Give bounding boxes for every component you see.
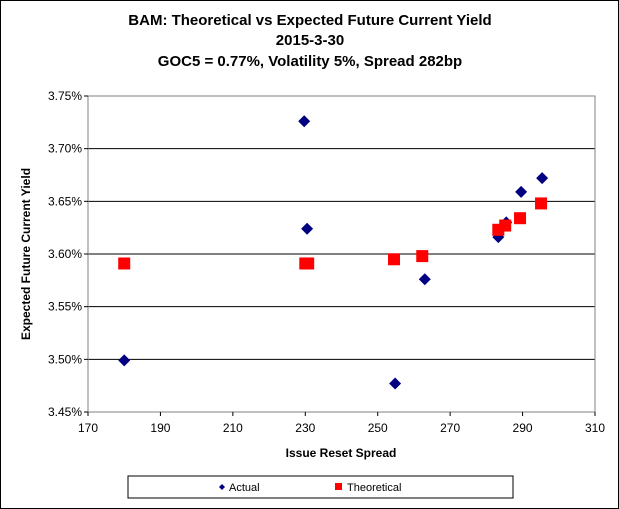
actual-point: [301, 222, 314, 235]
y-tick-label: 3.55%: [48, 300, 82, 314]
theoretical-point: [302, 257, 315, 270]
x-tick-label: 310: [585, 421, 605, 435]
legend: Actual Theoretical: [127, 475, 514, 499]
theoretical-point: [118, 257, 131, 270]
theoretical-point: [499, 219, 512, 232]
x-tick-label: 250: [368, 421, 388, 435]
x-axis-title: Issue Reset Spread: [286, 446, 397, 460]
chart-title-line-2: 2015-3-30: [276, 32, 344, 49]
actual-point: [515, 185, 528, 198]
actual-point: [536, 172, 549, 185]
y-tick-label: 3.65%: [48, 194, 82, 208]
x-tick-label: 190: [150, 421, 170, 435]
actual-point: [118, 354, 131, 367]
x-tick-label: 210: [223, 421, 243, 435]
theoretical-point: [535, 197, 548, 210]
legend-actual-marker-icon: [219, 484, 225, 490]
y-tick-label: 3.50%: [48, 352, 82, 366]
theoretical-point: [416, 250, 429, 263]
x-tick-label: 230: [295, 421, 315, 435]
y-axis-title: Expected Future Current Yield: [19, 168, 33, 340]
x-tick-label: 290: [513, 421, 533, 435]
chart-title-line-3: GOC5 = 0.77%, Volatility 5%, Spread 282b…: [158, 53, 462, 70]
theoretical-point: [514, 212, 527, 225]
legend-actual-label: Actual: [229, 482, 260, 494]
x-tick-label: 270: [440, 421, 460, 435]
actual-point: [418, 273, 431, 286]
y-tick-label: 3.75%: [48, 89, 82, 103]
y-tick-label: 3.60%: [48, 247, 82, 261]
y-tick-label: 3.45%: [48, 405, 82, 419]
x-tick-label: 170: [78, 421, 98, 435]
chart-title-line-1: BAM: Theoretical vs Expected Future Curr…: [128, 12, 491, 29]
actual-point: [298, 115, 311, 128]
y-tick-label: 3.70%: [48, 142, 82, 156]
legend-theoretical-label: Theoretical: [347, 482, 401, 494]
actual-point: [389, 377, 402, 390]
legend-theoretical-marker-icon: [335, 483, 342, 490]
theoretical-point: [388, 253, 401, 266]
